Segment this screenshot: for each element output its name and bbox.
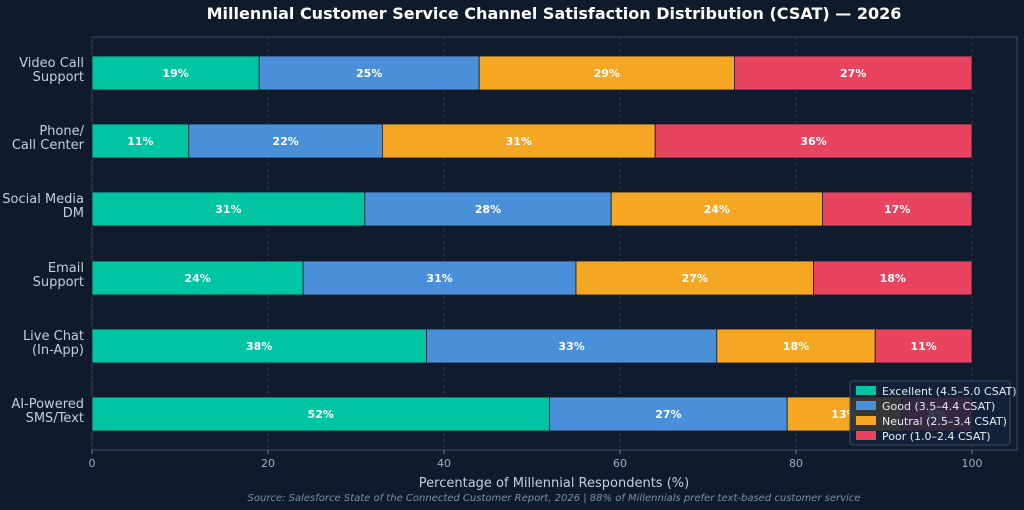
legend-label-2: Neutral (2.5–3.4 CSAT) (882, 415, 1007, 428)
legend-label-3: Poor (1.0–2.4 CSAT) (882, 430, 991, 443)
legend-swatch-2 (856, 416, 876, 425)
bar-value-label-4-0: 38% (246, 340, 272, 353)
x-tick-label-40: 40 (437, 457, 451, 470)
bar-3-3 (813, 260, 973, 296)
bar-value-label-2-3: 17% (884, 203, 910, 216)
bar-1-3 (654, 123, 973, 159)
bar-value-label-0-3: 27% (840, 67, 866, 80)
category-label-0-line-0: Video Call (19, 56, 84, 71)
bar-value-label-3-2: 27% (682, 272, 708, 285)
bar-2-2 (610, 191, 823, 227)
legend-swatch-0 (856, 386, 876, 395)
x-tick-label-0: 0 (89, 457, 96, 470)
bar-0-1 (258, 55, 480, 91)
category-label-1-line-1: Call Center (12, 138, 85, 153)
bar-2-1 (364, 191, 612, 227)
bar-value-label-4-2: 18% (783, 340, 809, 353)
bar-0-2 (478, 55, 735, 91)
x-tick-label-100: 100 (962, 457, 983, 470)
bar-1-2 (381, 123, 656, 159)
bar-value-label-5-0: 52% (308, 408, 334, 421)
bar-value-label-3-3: 18% (880, 272, 906, 285)
legend-swatch-3 (856, 431, 876, 440)
bar-4-2 (716, 328, 876, 364)
bar-value-label-2-0: 31% (215, 203, 241, 216)
x-tick-label-20: 20 (261, 457, 275, 470)
category-label-0-line-1: Support (33, 70, 84, 85)
bar-value-label-0-0: 19% (162, 67, 188, 80)
bar-value-label-2-1: 28% (475, 203, 501, 216)
chart-title: Millennial Customer Service Channel Sati… (207, 4, 902, 23)
x-tick-label-80: 80 (789, 457, 803, 470)
bar-0-3 (734, 55, 973, 91)
bar-value-label-2-2: 24% (704, 203, 730, 216)
bar-2-3 (822, 191, 973, 227)
category-label-4-line-1: (In-App) (32, 343, 84, 358)
bar-3-0 (91, 260, 304, 296)
bar-value-label-1-0: 11% (127, 135, 153, 148)
bar-value-label-4-1: 33% (558, 340, 584, 353)
legend-swatch-1 (856, 401, 876, 410)
bar-value-label-1-1: 22% (272, 135, 298, 148)
bar-5-1 (549, 396, 788, 432)
bar-4-1 (425, 328, 718, 364)
category-label-4-line-0: Live Chat (23, 329, 84, 344)
bar-4-0 (91, 328, 427, 364)
legend-box (849, 380, 1011, 446)
category-label-1-line-0: Phone/ (39, 124, 84, 139)
x-ticks: 0 20 40 60 80 100 (89, 450, 983, 470)
bar-value-label-0-1: 25% (356, 67, 382, 80)
bar-2-0 (91, 191, 366, 227)
category-label-3-line-1: Support (33, 275, 84, 290)
bar-value-label-3-1: 31% (426, 272, 452, 285)
category-label-5-line-0: AI-Powered (11, 397, 84, 412)
bar-4-3 (874, 328, 973, 364)
legend: Excellent (4.5–5.0 CSAT) Good (3.5–4.4 CS… (849, 380, 1017, 446)
x-tick-label-60: 60 (613, 457, 627, 470)
category-label-3-line-0: Email (48, 261, 84, 276)
x-axis-label: Percentage of Millennial Respondents (%) (419, 476, 689, 491)
bar-value-label-4-3: 11% (910, 340, 936, 353)
bar-value-label-0-2: 29% (594, 67, 620, 80)
bar-1-1 (188, 123, 383, 159)
category-label-2-line-0: Social Media (2, 192, 84, 207)
bar-value-label-1-3: 36% (800, 135, 826, 148)
category-label-5-line-1: SMS/Text (26, 411, 84, 426)
bar-value-label-1-2: 31% (506, 135, 532, 148)
bar-3-2 (575, 260, 815, 296)
legend-label-0: Excellent (4.5–5.0 CSAT) (882, 385, 1017, 398)
legend-label-1: Good (3.5–4.4 CSAT) (882, 400, 995, 413)
bar-value-label-3-0: 24% (184, 272, 210, 285)
source-note: Source: Salesforce State of the Connecte… (248, 493, 861, 504)
bar-value-label-5-1: 27% (655, 408, 681, 421)
category-label-2-line-1: DM (63, 206, 84, 221)
